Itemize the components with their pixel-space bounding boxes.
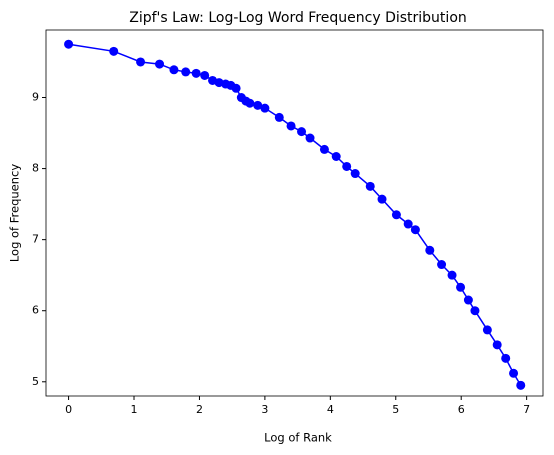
y-tick-label: 5: [32, 375, 39, 388]
marker: [463, 295, 473, 305]
marker: [377, 194, 387, 204]
y-tick-label: 9: [32, 91, 39, 104]
x-tick-label: 3: [261, 403, 268, 416]
y-tick-label: 8: [32, 162, 39, 175]
x-tick-label: 6: [458, 403, 465, 416]
marker: [181, 67, 191, 77]
marker: [482, 325, 492, 335]
marker: [516, 380, 526, 390]
marker: [245, 98, 255, 108]
marker: [470, 306, 480, 316]
marker: [365, 181, 375, 191]
marker: [437, 260, 447, 270]
marker: [200, 70, 210, 80]
marker: [109, 46, 119, 56]
y-axis-label: Log of Frequency: [8, 164, 22, 263]
x-tick-label: 7: [523, 403, 530, 416]
marker: [403, 219, 413, 229]
x-tick-label: 4: [327, 403, 334, 416]
x-tick-label: 5: [392, 403, 399, 416]
y-tick-label: 7: [32, 233, 39, 246]
marker: [305, 133, 315, 143]
marker: [425, 245, 435, 255]
line: [68, 43, 522, 386]
marker: [260, 103, 270, 113]
marker: [286, 121, 296, 131]
marker: [136, 57, 146, 67]
marker: [155, 59, 165, 69]
marker: [64, 39, 74, 49]
marker: [191, 68, 201, 78]
marker: [350, 169, 360, 179]
x-tick-label: 0: [65, 403, 72, 416]
marker: [274, 112, 284, 122]
x-tick-label: 2: [196, 403, 203, 416]
y-tick-label: 6: [32, 304, 39, 317]
chart-title: Zipf's Law: Log-Log Word Frequency Distr…: [129, 10, 467, 26]
marker: [331, 152, 341, 162]
x-axis-label: Log of Rank: [264, 431, 332, 445]
marker: [297, 127, 307, 137]
marker: [447, 270, 457, 280]
marker: [342, 161, 352, 171]
marker: [169, 65, 179, 75]
marker: [501, 353, 511, 363]
marker: [391, 210, 401, 220]
plot-frame: [45, 29, 544, 397]
x-tick-label: 1: [131, 403, 138, 416]
marker: [410, 225, 420, 235]
marker: [319, 144, 329, 154]
marker: [253, 100, 263, 110]
marker: [231, 83, 241, 93]
marker: [509, 368, 519, 378]
marker: [492, 340, 502, 350]
marker: [456, 282, 466, 292]
